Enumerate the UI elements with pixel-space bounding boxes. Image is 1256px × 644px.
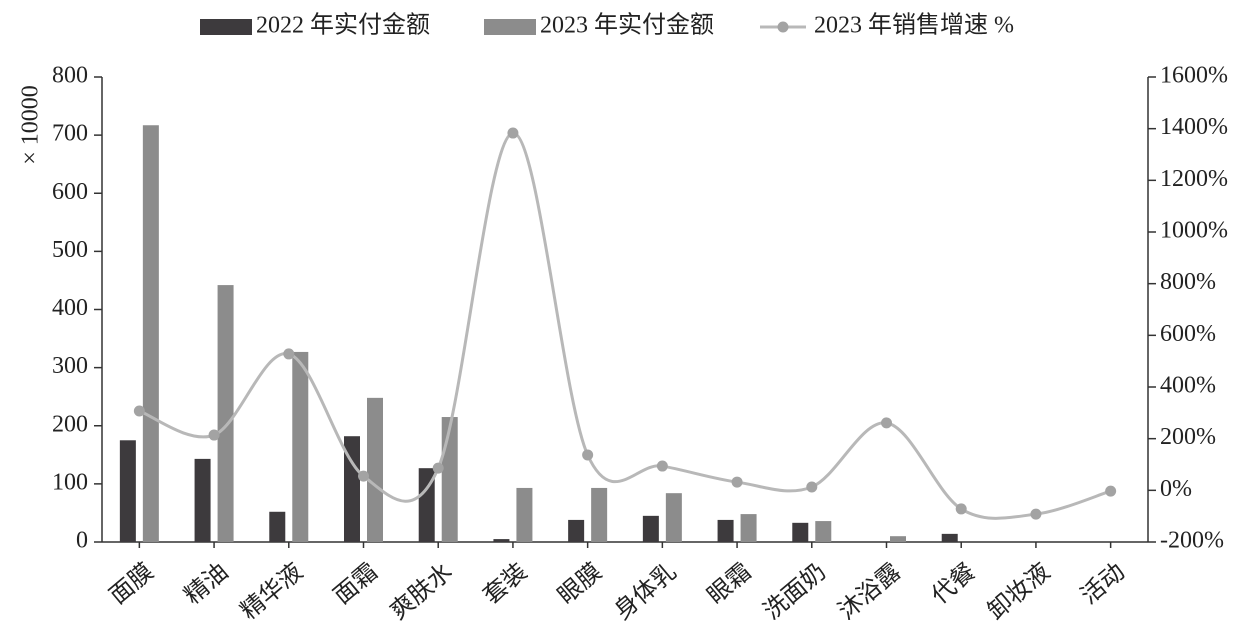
bar — [441, 417, 458, 542]
y2-tick-label: 1400% — [1160, 114, 1228, 140]
line-marker — [507, 127, 519, 139]
y2-tick-label: 1200% — [1160, 166, 1228, 192]
bar — [717, 519, 734, 542]
y-tick-label: 600 — [52, 179, 88, 205]
bar — [890, 536, 906, 542]
line-marker — [208, 429, 220, 441]
y2-tick-label: 1000% — [1160, 218, 1228, 244]
y-tick-label: 0 — [76, 528, 88, 554]
bar — [344, 436, 360, 542]
y2-tick-label: 1600% — [1160, 63, 1228, 89]
y-axis-label: × 10000 — [18, 85, 44, 165]
bar — [269, 511, 286, 542]
line-marker — [955, 503, 967, 515]
y2-tick-label: 600% — [1160, 321, 1216, 347]
bar — [642, 515, 659, 542]
x-tick-label: 面膜 — [105, 558, 159, 610]
bar — [119, 440, 136, 542]
bar — [792, 522, 809, 542]
legend-swatch — [484, 19, 536, 35]
line-marker — [582, 449, 594, 461]
x-tick-label: 面霜 — [329, 559, 382, 610]
bar — [292, 351, 309, 542]
line — [138, 131, 1112, 520]
line-marker — [1105, 485, 1117, 497]
x-tick-label: 代餐 — [926, 558, 980, 610]
bar — [418, 468, 435, 542]
y2-tick-label: 400% — [1160, 373, 1216, 399]
x-tick-label: 身体乳 — [609, 558, 682, 625]
line-marker — [432, 462, 444, 474]
line-marker — [656, 460, 668, 472]
y2-tick-label: 0% — [1160, 476, 1192, 502]
line-marker — [806, 481, 818, 493]
line-marker — [881, 417, 892, 429]
legend-label: 2022 年实付金额 — [256, 12, 430, 39]
legend-swatch — [777, 21, 789, 33]
legend-label: 2023 年销售增速 % — [814, 12, 1014, 39]
x-tick-label: 套装 — [478, 558, 532, 610]
bar — [142, 125, 159, 543]
x-tick-label: 沐浴露 — [833, 558, 906, 625]
x-tick-label: 精华液 — [236, 558, 309, 625]
line-marker — [358, 470, 369, 482]
line-marker — [133, 405, 145, 417]
line-marker — [1030, 508, 1042, 520]
bar — [568, 519, 585, 542]
bar — [591, 487, 608, 542]
y-tick-label: 800 — [52, 63, 88, 89]
x-tick-label: 眼膜 — [553, 558, 607, 610]
line-marker — [283, 348, 295, 360]
y2-tick-label: 200% — [1160, 424, 1216, 450]
x-tick-label: 精油 — [179, 558, 233, 610]
bar — [194, 458, 211, 542]
bar — [665, 493, 682, 542]
x-tick-label: 卸妆液 — [983, 558, 1056, 625]
bar — [367, 397, 383, 542]
x-tick-label: 爽肤水 — [385, 558, 458, 625]
bar — [493, 539, 510, 542]
y-tick-label: 200 — [52, 411, 88, 437]
y-tick-label: 300 — [52, 353, 88, 379]
x-tick-label: 活动 — [1076, 558, 1130, 610]
legend-swatch — [200, 19, 252, 35]
x-tick-label: 眼霜 — [703, 559, 756, 610]
x-tick-label: 洗面奶 — [759, 558, 832, 625]
y-tick-label: 100 — [52, 469, 88, 495]
y2-tick-label: -200% — [1160, 528, 1224, 554]
y-tick-label: 500 — [52, 237, 88, 263]
y2-tick-label: 800% — [1160, 269, 1216, 295]
bar — [941, 533, 958, 542]
bar — [217, 285, 234, 542]
bar — [740, 514, 757, 542]
y-tick-label: 700 — [52, 121, 88, 147]
line-marker — [731, 476, 743, 488]
legend-label: 2023 年实付金额 — [540, 12, 714, 39]
bar — [815, 521, 832, 542]
bar — [516, 487, 533, 542]
y-tick-label: 400 — [52, 295, 88, 321]
